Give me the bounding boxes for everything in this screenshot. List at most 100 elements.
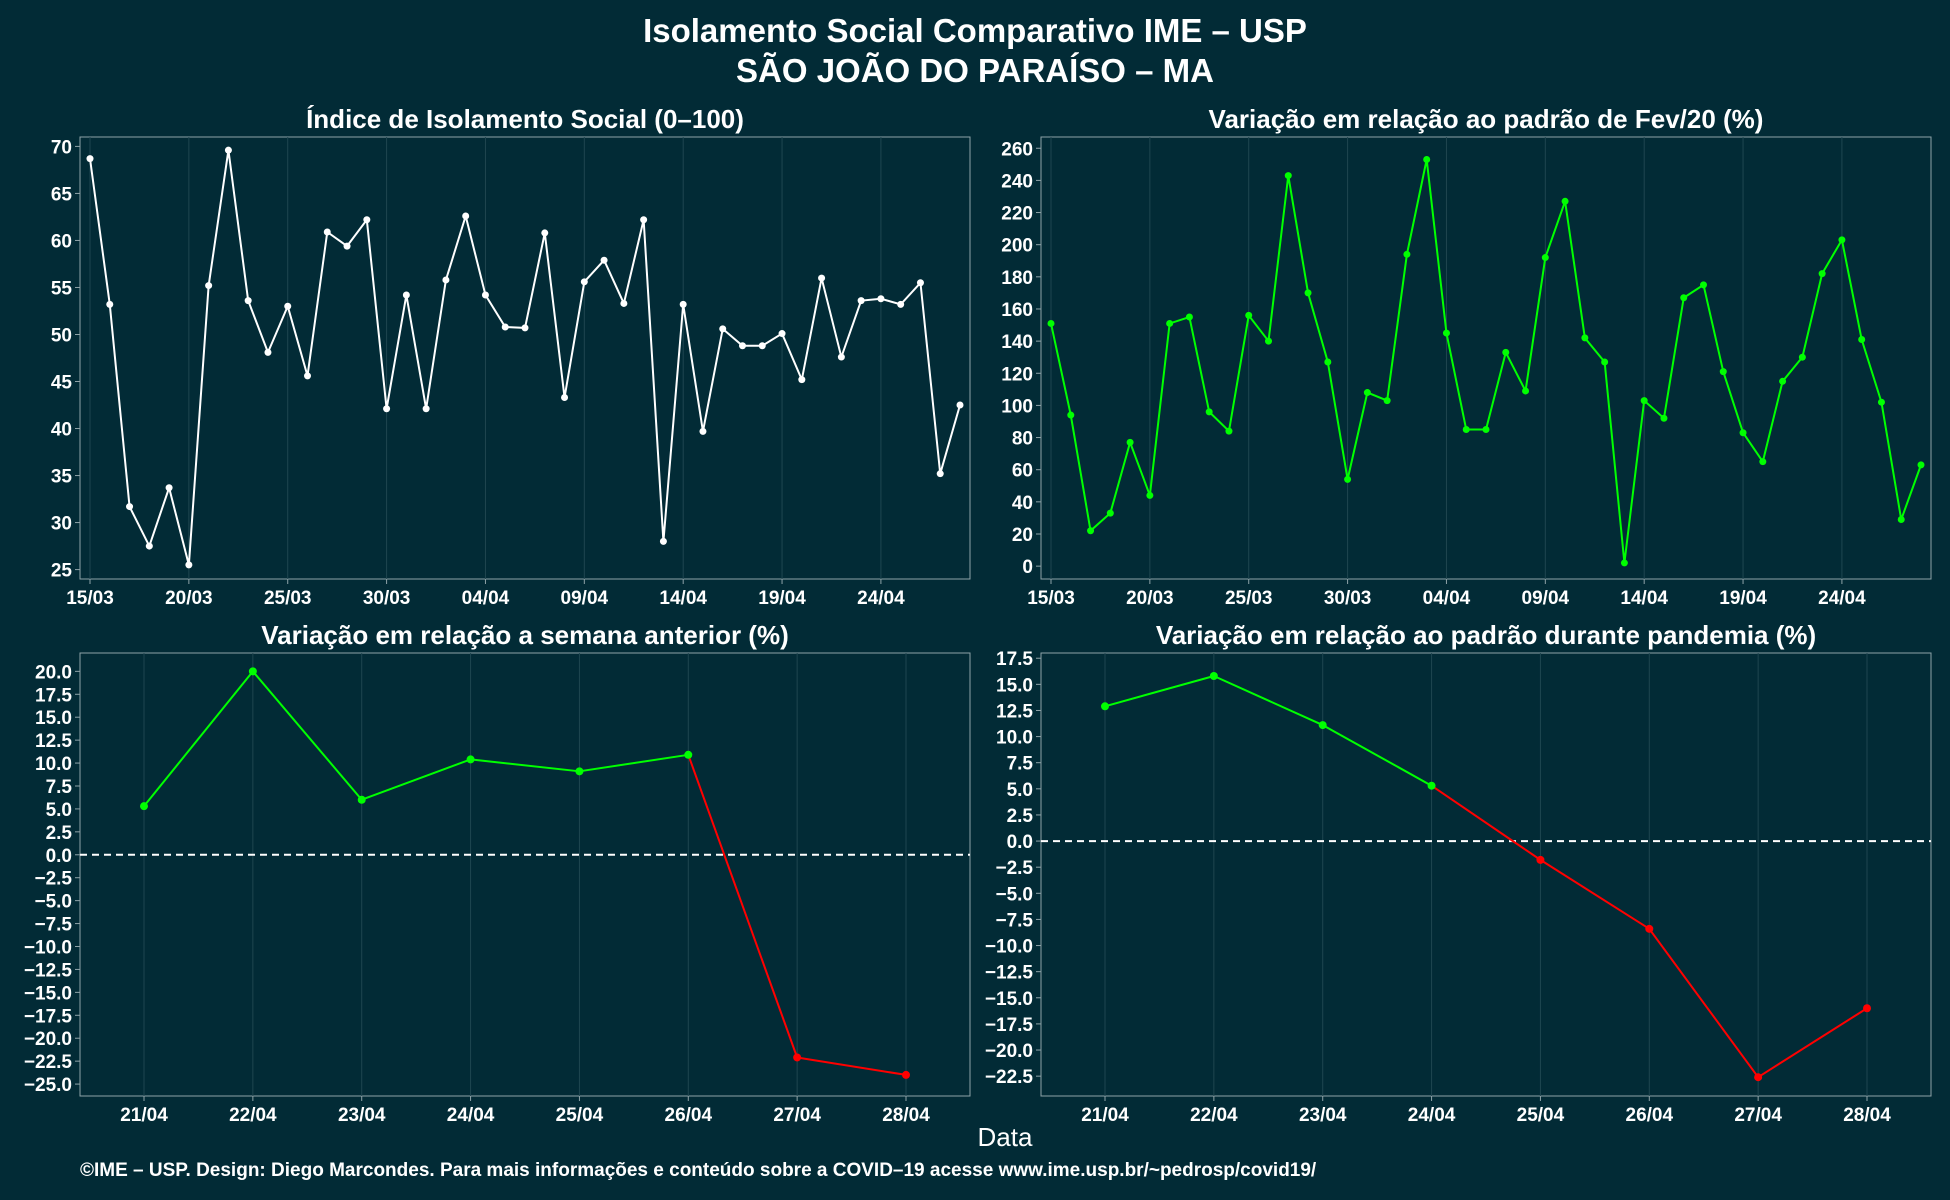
y-tick-label: 120 (1001, 364, 1033, 385)
y-tick-label: −15.0 (24, 983, 72, 1004)
data-point (798, 376, 806, 384)
y-tick-label: 0.0 (46, 846, 72, 867)
y-tick-label: 20 (1012, 525, 1033, 546)
plot-area (1040, 136, 1932, 580)
data-point (1284, 172, 1292, 180)
data-point (1601, 358, 1609, 366)
data-point (684, 750, 693, 759)
data-point (778, 330, 786, 338)
y-tick-label: −7.5 (34, 915, 72, 936)
data-point (719, 325, 727, 333)
y-tick-label: 140 (1001, 332, 1033, 353)
data-point (1502, 348, 1510, 356)
y-tick-label: −7.5 (995, 910, 1033, 931)
y-tick-label: 10.0 (996, 728, 1033, 749)
data-point (600, 256, 608, 264)
panel-title: Variação em relação a semana anterior (%… (261, 620, 789, 650)
x-tick-label: 20/03 (165, 588, 213, 609)
data-point (323, 228, 331, 236)
data-point (383, 405, 391, 413)
x-tick-label: 04/04 (1423, 588, 1471, 609)
y-tick-label: 160 (1001, 300, 1033, 321)
plot-area (79, 652, 971, 1097)
data-point (1318, 721, 1327, 730)
data-point (1427, 781, 1436, 790)
data-point (857, 297, 865, 305)
data-point (1798, 353, 1806, 361)
x-tick-label: 25/03 (264, 588, 312, 609)
y-tick-label: −10.0 (24, 937, 72, 958)
data-point (758, 342, 766, 350)
x-tick-label: 26/04 (1626, 1105, 1674, 1126)
series-segment (1104, 675, 1215, 708)
figure-subtitle: SÃO JOÃO DO PARAÍSO – MA (736, 52, 1214, 89)
x-axis-label: Data (978, 1122, 1033, 1152)
data-point (1087, 527, 1095, 535)
data-point (165, 484, 173, 492)
y-tick-label: −10.0 (985, 937, 1033, 958)
data-point (541, 229, 549, 237)
y-tick-label: 10.0 (35, 754, 72, 775)
y-tick-label: 15.0 (996, 675, 1033, 696)
data-point (1146, 491, 1154, 499)
data-point (739, 342, 746, 350)
data-point (224, 146, 232, 154)
data-point (284, 302, 292, 310)
x-tick-label: 24/04 (1408, 1105, 1456, 1126)
data-point (1462, 426, 1470, 434)
data-point (640, 216, 648, 224)
y-tick-label: 15.0 (35, 708, 72, 729)
data-point (1383, 397, 1391, 405)
x-tick-label: 27/04 (1734, 1105, 1782, 1126)
data-point (877, 295, 885, 303)
y-tick-label: 5.0 (1007, 780, 1033, 801)
data-point (466, 755, 475, 764)
data-point (1660, 414, 1668, 422)
data-point (1700, 281, 1707, 289)
y-tick-label: 25 (51, 561, 73, 582)
y-tick-label: −20.0 (24, 1029, 72, 1050)
y-tick-label: 60 (51, 231, 72, 252)
y-tick-label: 260 (1001, 139, 1033, 160)
x-tick-label: 20/03 (1126, 588, 1174, 609)
y-tick-label: −2.5 (995, 858, 1033, 879)
data-point (248, 667, 257, 676)
data-point (1363, 389, 1371, 397)
x-tick-label: 19/04 (758, 588, 806, 609)
data-point (145, 542, 153, 550)
x-tick-label: 30/03 (1324, 588, 1372, 609)
plot-area (79, 136, 971, 580)
x-tick-label: 14/04 (659, 588, 707, 609)
data-point (1863, 1004, 1871, 1013)
data-point (1442, 329, 1450, 337)
data-point (264, 348, 272, 356)
y-tick-label: 17.5 (996, 649, 1033, 670)
y-tick-label: 7.5 (1007, 754, 1034, 775)
x-tick-label: 25/04 (556, 1105, 604, 1126)
data-point (185, 561, 193, 569)
y-tick-label: 40 (1012, 493, 1033, 514)
data-point (462, 212, 470, 220)
data-point (1166, 319, 1174, 327)
y-tick-label: 220 (1001, 204, 1033, 225)
x-tick-label: 04/04 (462, 588, 510, 609)
series-segment (1539, 859, 1650, 930)
footer-credit: ©IME – USP. Design: Diego Marcondes. Par… (80, 1160, 1317, 1181)
data-point (357, 795, 366, 804)
y-tick-label: 0.0 (1007, 832, 1033, 853)
y-tick-label: 12.5 (996, 701, 1033, 722)
data-point (1324, 358, 1332, 366)
data-point (363, 216, 371, 224)
data-point (575, 767, 584, 776)
data-point (679, 300, 687, 308)
y-tick-label: −22.5 (985, 1067, 1034, 1088)
y-tick-label: 0 (1022, 557, 1033, 578)
data-point (1739, 429, 1747, 437)
series-segment (143, 670, 254, 807)
data-point (1522, 387, 1530, 395)
data-point (1754, 1073, 1763, 1082)
data-point (205, 282, 213, 290)
data-point (1877, 398, 1885, 406)
x-tick-label: 22/04 (229, 1105, 277, 1126)
